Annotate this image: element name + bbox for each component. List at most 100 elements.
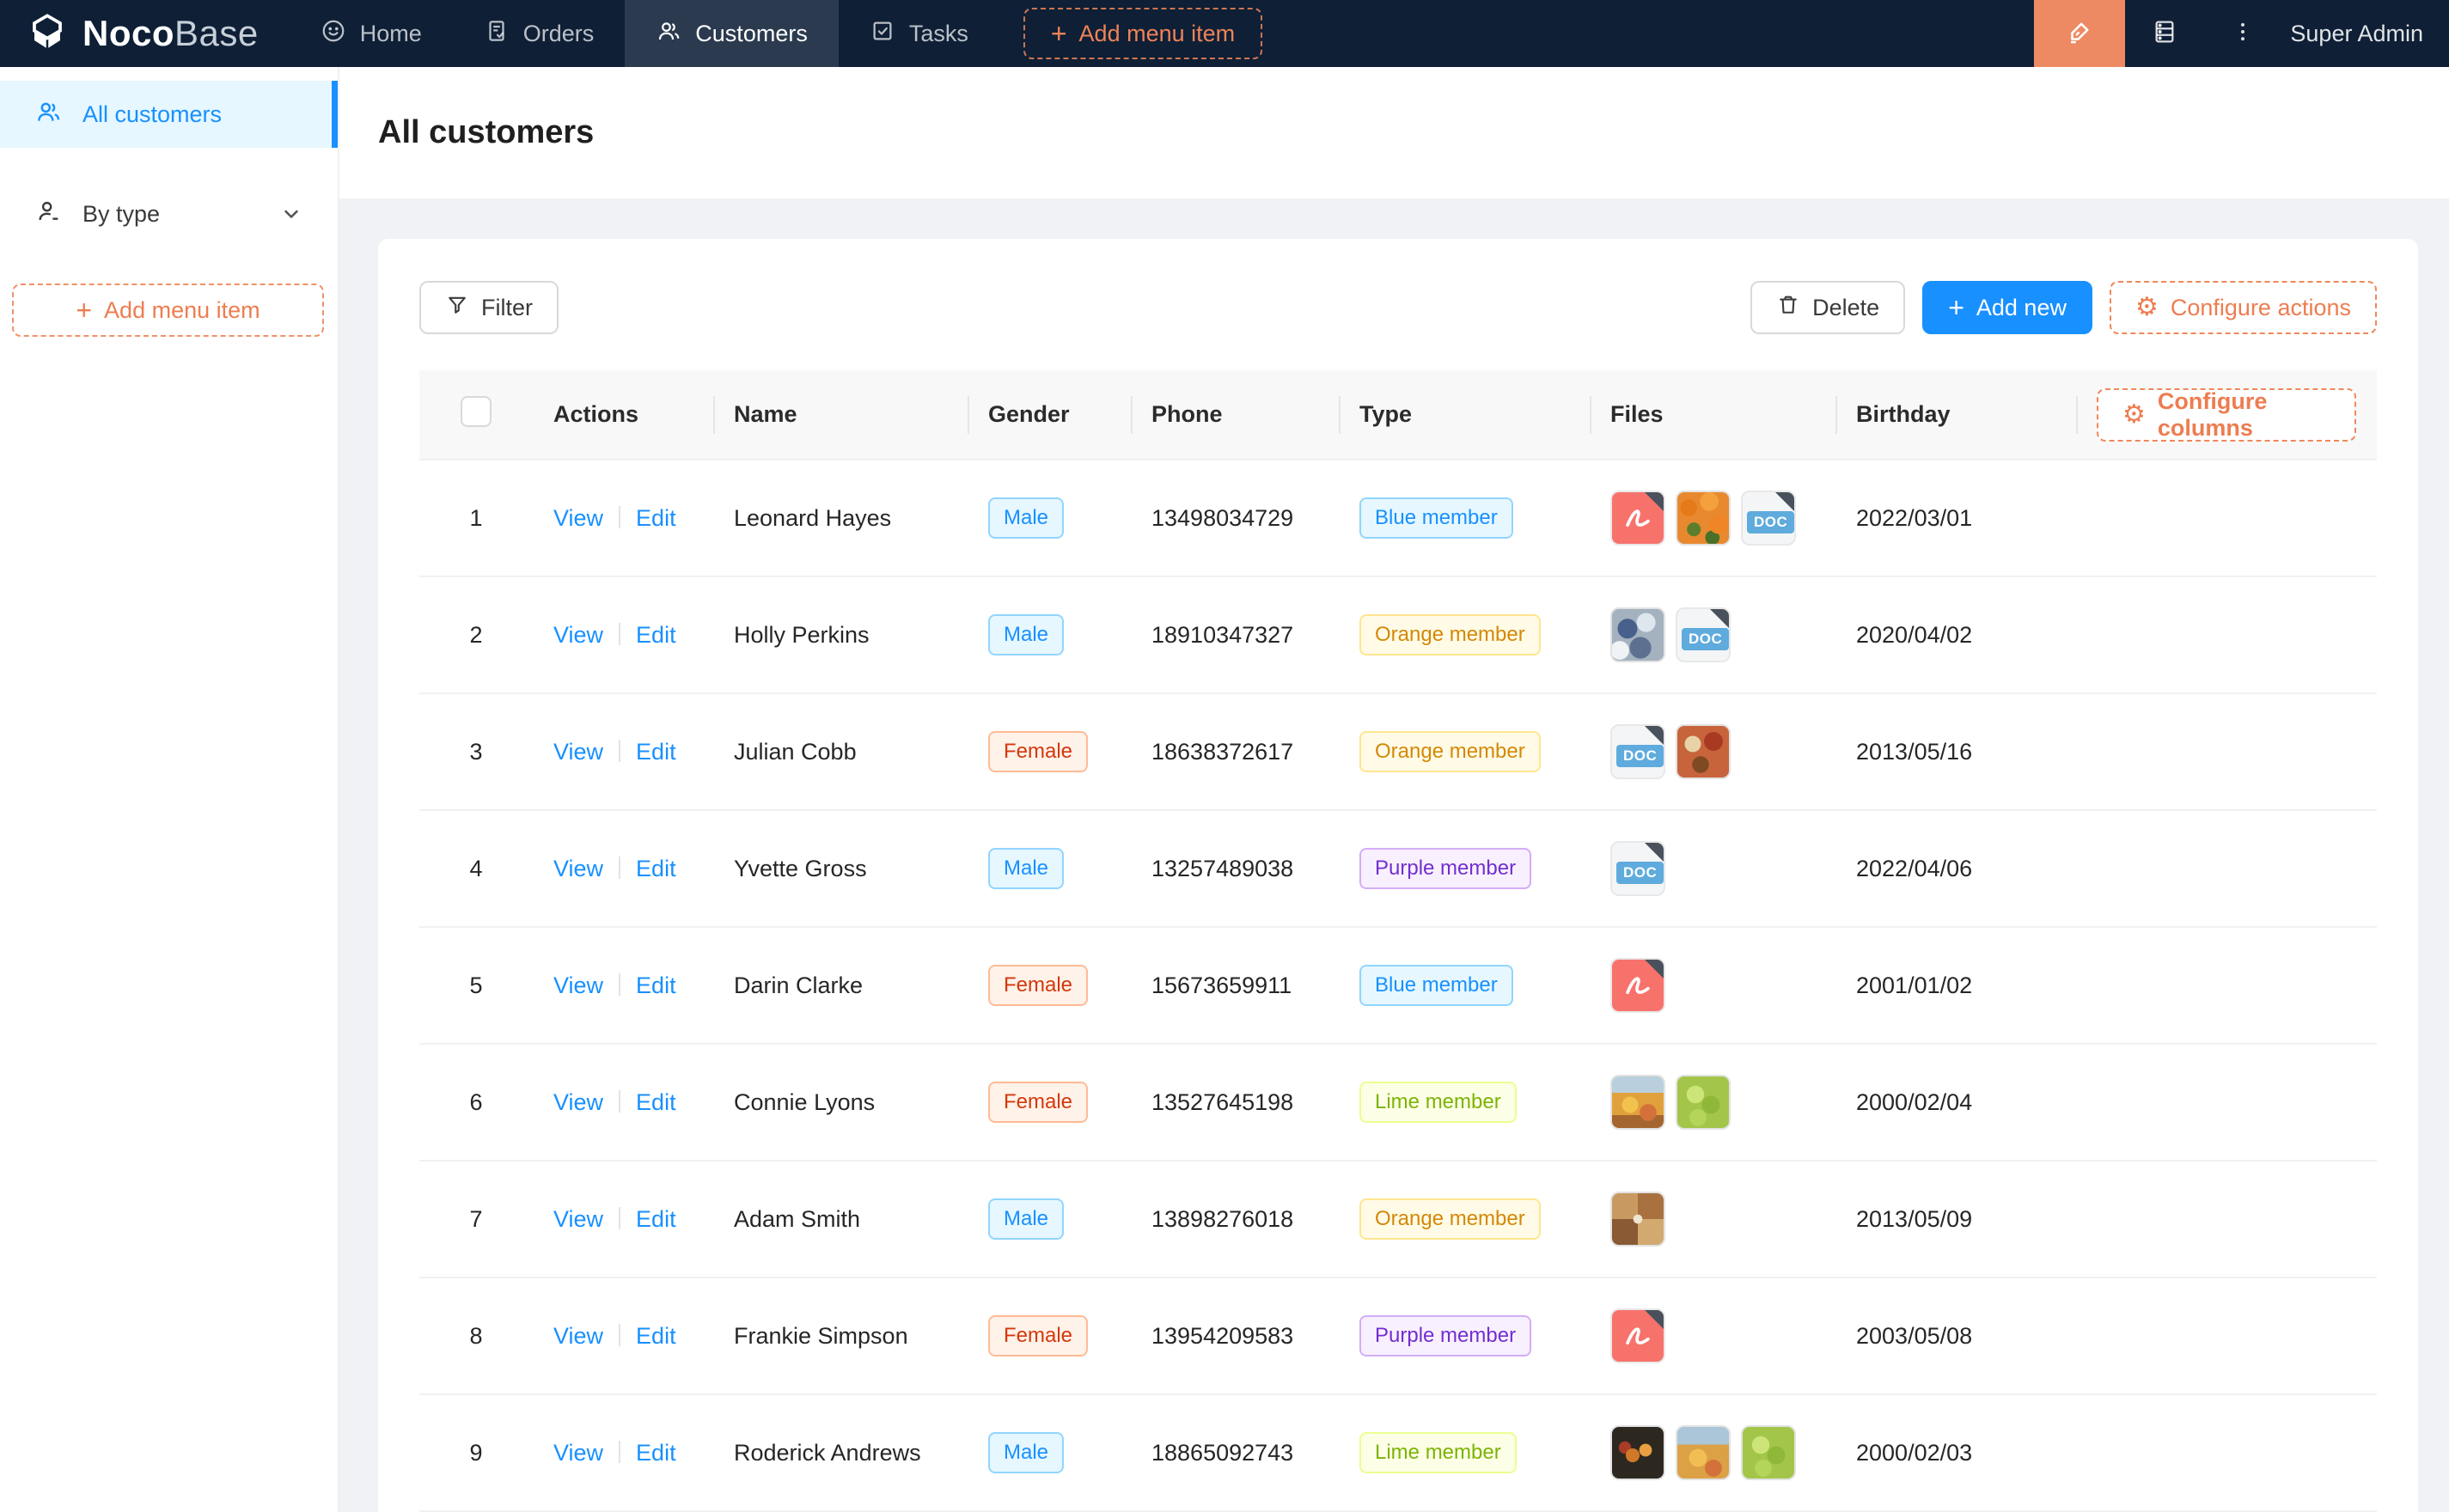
more-menu-button[interactable] (2204, 19, 2281, 49)
nav-right-group: Super Admin (2034, 0, 2449, 67)
customers-table: Actions Name Gender Phone Type Files Bir… (419, 370, 2377, 1512)
image-thumbnail[interactable] (1610, 1425, 1665, 1480)
view-link[interactable]: View (553, 739, 603, 765)
nav-item-orders[interactable]: Orders (453, 0, 626, 67)
row-index: 2 (469, 622, 482, 648)
member-type-badge: Orange member (1359, 1198, 1541, 1240)
row-index: 1 (469, 505, 482, 531)
gender-badge: Male (988, 1432, 1064, 1473)
image-thumbnail[interactable] (1741, 1425, 1796, 1480)
add-new-button[interactable]: + Add new (1922, 281, 2092, 334)
files-cell: DOC (1610, 491, 1815, 546)
doc-file-icon[interactable]: DOC (1610, 841, 1665, 896)
edit-link[interactable]: Edit (636, 856, 676, 881)
doc-file-icon[interactable]: DOC (1741, 491, 1796, 546)
configure-actions-button[interactable]: ⚙ Configure actions (2110, 281, 2377, 334)
sidebar-item-label: All customers (82, 101, 222, 128)
view-link[interactable]: View (553, 856, 603, 881)
top-navbar: NocoBase Home Orders Customers (0, 0, 2449, 67)
action-divider (619, 1207, 620, 1229)
view-link[interactable]: View (553, 972, 603, 998)
edit-link[interactable]: Edit (636, 739, 676, 765)
chevron-down-icon[interactable] (279, 202, 303, 226)
ui-editor-button[interactable] (2034, 0, 2125, 67)
customer-birthday: 2020/04/02 (1856, 622, 1972, 648)
sidebar-add-menu-item-button[interactable]: + Add menu item (12, 284, 324, 337)
sidebar-item-by-type[interactable]: By type (0, 180, 338, 247)
edit-link[interactable]: Edit (636, 622, 676, 648)
files-cell: DOC (1610, 841, 1815, 896)
view-link[interactable]: View (553, 1206, 603, 1232)
customer-phone: 13898276018 (1151, 1206, 1293, 1232)
gender-badge: Female (988, 731, 1088, 772)
database-icon-button[interactable] (2125, 18, 2204, 50)
image-thumbnail[interactable] (1676, 724, 1731, 779)
customer-name: Julian Cobb (734, 739, 857, 765)
select-all-checkbox[interactable] (461, 396, 492, 427)
doc-file-icon[interactable]: DOC (1676, 607, 1731, 662)
edit-link[interactable]: Edit (636, 1089, 676, 1115)
nav-item-tasks[interactable]: Tasks (839, 0, 999, 67)
doc-label: DOC (1747, 511, 1794, 533)
pdf-file-icon[interactable] (1610, 1308, 1665, 1363)
nav-add-menu-item-button[interactable]: + Add menu item (1023, 8, 1262, 59)
edit-link[interactable]: Edit (636, 1440, 676, 1466)
user-menu[interactable]: Super Admin (2281, 21, 2449, 47)
toolbar-right-group: Delete + Add new ⚙ Configure actions (1750, 281, 2377, 334)
view-link[interactable]: View (553, 622, 603, 648)
image-thumbnail[interactable] (1676, 491, 1731, 546)
delete-button[interactable]: Delete (1750, 281, 1905, 334)
member-type-badge: Blue member (1359, 497, 1513, 539)
action-divider (619, 506, 620, 528)
delete-label: Delete (1812, 295, 1879, 321)
nav-item-customers[interactable]: Customers (625, 0, 839, 67)
pdf-file-icon[interactable] (1610, 958, 1665, 1013)
files-cell (1610, 1075, 1815, 1130)
view-link[interactable]: View (553, 1089, 603, 1115)
customers-icon (656, 18, 681, 50)
table-row: 4 ViewEdit Yvette Gross Male 13257489038… (419, 810, 2377, 927)
view-link[interactable]: View (553, 1440, 603, 1466)
image-thumbnail[interactable] (1610, 607, 1665, 662)
image-thumbnail[interactable] (1676, 1075, 1731, 1130)
edit-link[interactable]: Edit (636, 1206, 676, 1232)
customers-group-icon (34, 98, 62, 131)
customer-name: Darin Clarke (734, 972, 863, 998)
configure-columns-button[interactable]: ⚙ Configure columns (2097, 388, 2356, 442)
nav-item-home[interactable]: Home (290, 0, 453, 67)
edit-link[interactable]: Edit (636, 972, 676, 998)
gender-badge: Male (988, 497, 1064, 539)
sidebar-item-all-customers[interactable]: All customers (0, 81, 338, 148)
configure-columns-label: Configure columns (2158, 388, 2330, 442)
column-header-birthday: Birthday (1835, 370, 2076, 460)
customer-birthday: 2001/01/02 (1856, 972, 1972, 998)
image-thumbnail[interactable] (1610, 1192, 1665, 1247)
image-thumbnail[interactable] (1610, 1075, 1665, 1130)
customer-phone: 18865092743 (1151, 1440, 1293, 1466)
page-fold (1644, 491, 1664, 512)
page-fold (1774, 491, 1795, 512)
image-thumbnail[interactable] (1676, 1425, 1731, 1480)
gender-badge: Female (988, 1082, 1088, 1123)
page-fold (1644, 1309, 1664, 1330)
pdf-file-icon[interactable] (1610, 491, 1665, 546)
action-divider (619, 857, 620, 879)
filter-button[interactable]: Filter (419, 281, 559, 334)
column-header-gender: Gender (968, 370, 1131, 460)
table-row: 3 ViewEdit Julian Cobb Female 1863837261… (419, 693, 2377, 810)
doc-file-icon[interactable]: DOC (1610, 724, 1665, 779)
member-type-badge: Orange member (1359, 614, 1541, 655)
view-link[interactable]: View (553, 1323, 603, 1349)
gender-badge: Female (988, 1315, 1088, 1357)
nocobase-logo[interactable]: NocoBase (0, 0, 290, 67)
configure-actions-label: Configure actions (2171, 295, 2351, 321)
gender-badge: Male (988, 848, 1064, 889)
row-index: 7 (469, 1206, 482, 1232)
edit-link[interactable]: Edit (636, 505, 676, 531)
customer-phone: 13954209583 (1151, 1323, 1293, 1349)
edit-link[interactable]: Edit (636, 1323, 676, 1349)
view-link[interactable]: View (553, 505, 603, 531)
column-header-files: Files (1590, 370, 1835, 460)
files-cell: DOC (1610, 607, 1815, 662)
nav-item-label: Orders (523, 21, 595, 47)
